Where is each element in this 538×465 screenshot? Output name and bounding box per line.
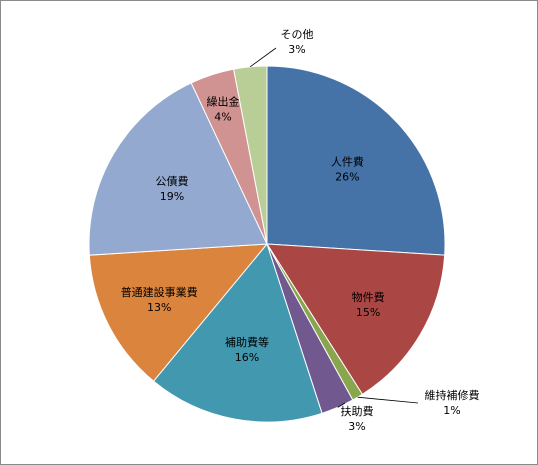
leader-line-3 xyxy=(357,396,419,404)
slice-label-5: 補助費等 xyxy=(225,335,269,349)
slice-label-1: 人件費 xyxy=(331,155,364,169)
slice-value-9: 3% xyxy=(288,43,305,56)
pie-slice-5 xyxy=(152,242,323,423)
slice-value-5: 16% xyxy=(235,351,259,364)
slice-value-6: 13% xyxy=(147,301,171,314)
slice-label-4: 扶助費 xyxy=(341,404,374,418)
pie-slice-1 xyxy=(266,65,446,256)
slice-value-4: 3% xyxy=(348,420,365,433)
slice-value-7: 19% xyxy=(160,190,184,203)
slice-value-1: 26% xyxy=(335,171,359,184)
leader-line-4 xyxy=(337,402,346,408)
pie-slice-7 xyxy=(88,82,268,256)
slice-value-2: 15% xyxy=(356,306,380,319)
slice-label-9: その他 xyxy=(281,28,314,41)
slice-label-3: 維持補修費 xyxy=(425,388,480,402)
leader-line-9 xyxy=(249,47,277,68)
slice-value-8: 4% xyxy=(214,111,231,124)
slice-label-7: 公債費 xyxy=(156,174,189,188)
slice-label-6: 普通建設事業費 xyxy=(121,285,198,299)
slice-value-3: 1% xyxy=(443,404,460,417)
pie-slice-2 xyxy=(266,243,446,395)
pie-slice-6 xyxy=(88,243,269,382)
slice-label-8: 繰出金 xyxy=(207,95,240,109)
slice-label-2: 物件費 xyxy=(352,290,385,304)
